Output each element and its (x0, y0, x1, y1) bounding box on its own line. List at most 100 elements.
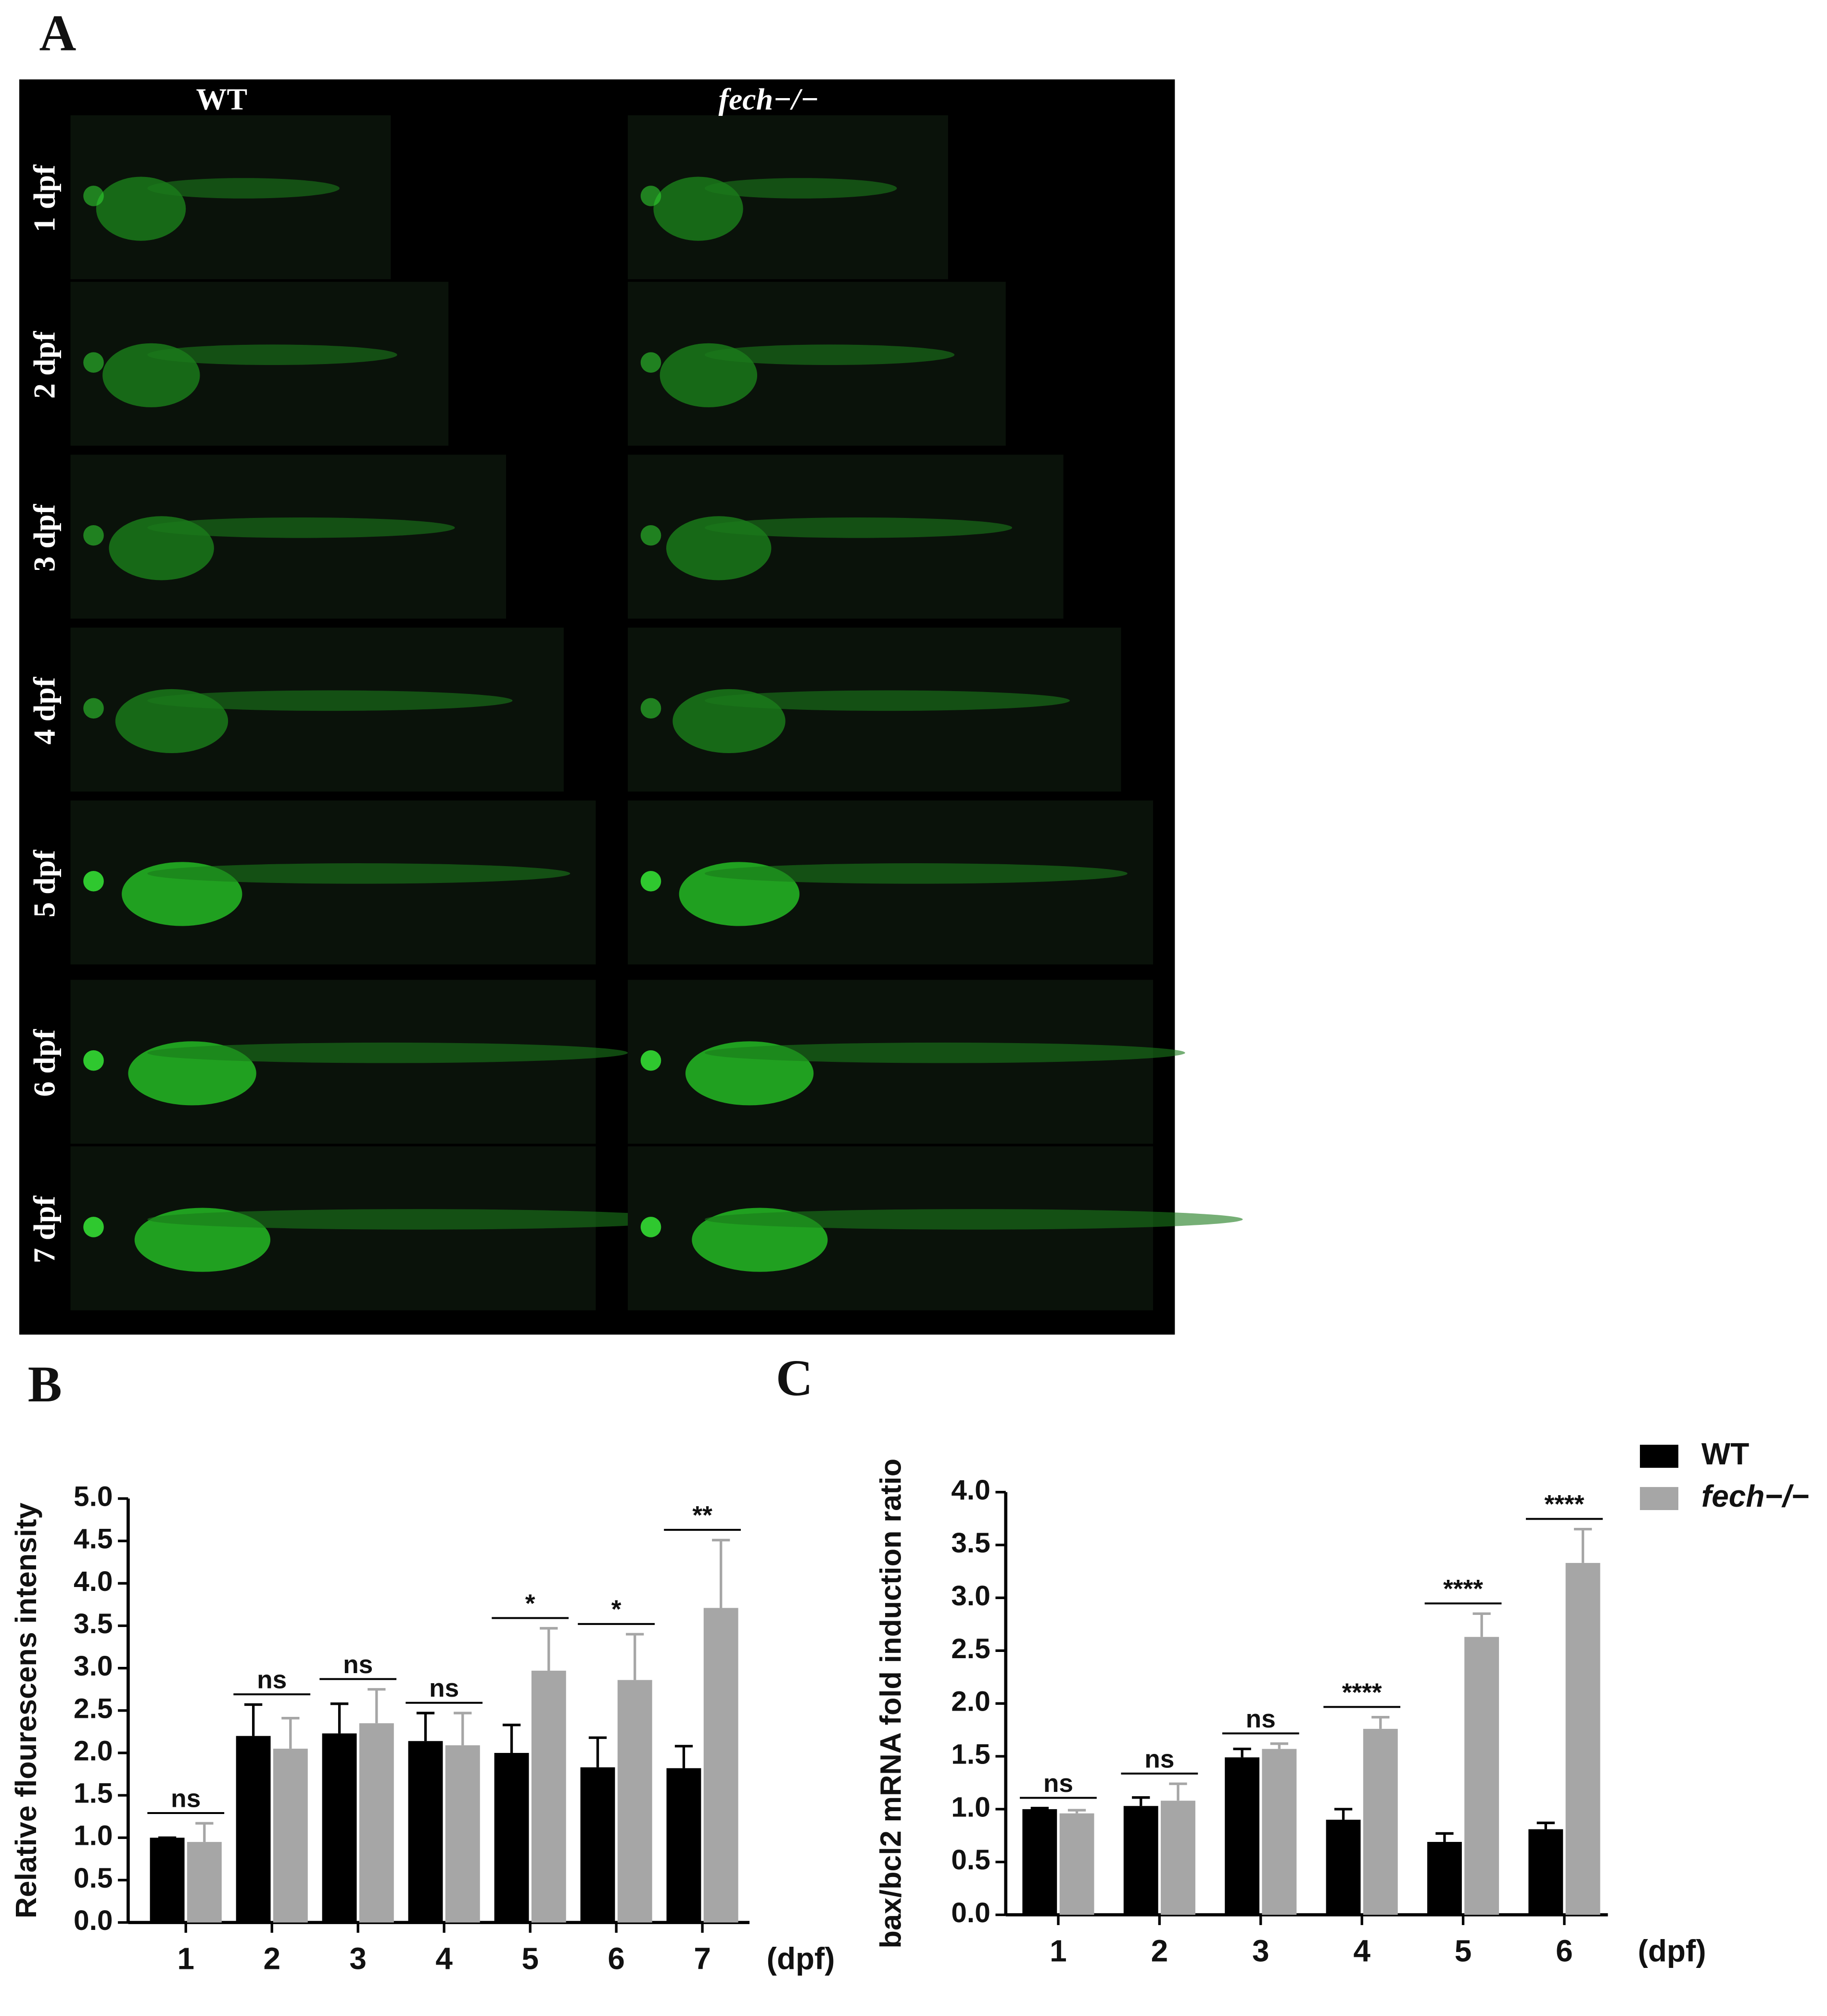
y-tick-label: 4.0 (951, 1474, 990, 1506)
x-tick-label: 6 (1556, 1933, 1573, 1968)
fish-eye (83, 1050, 104, 1071)
bar (666, 1768, 701, 1923)
legend-swatch (1640, 1445, 1678, 1468)
fish-eye (83, 525, 104, 546)
row-label: 7 dpf (27, 1196, 61, 1263)
error-bar (1270, 1742, 1289, 1749)
y-axis-label: Relative flourescens intensity (10, 1502, 42, 1918)
fish-body (147, 690, 513, 711)
error-bar (330, 1702, 349, 1734)
error-bar (1334, 1808, 1353, 1820)
bar (703, 1608, 738, 1923)
error-bar (502, 1724, 521, 1753)
fish-eye (83, 1217, 104, 1237)
x-tick-label: 4 (1353, 1933, 1370, 1968)
x-tick-label: 5 (521, 1941, 539, 1976)
row-label: 1 dpf (27, 164, 61, 232)
error-bar (195, 1822, 214, 1842)
error-bar (416, 1712, 435, 1741)
error-bar (244, 1703, 263, 1736)
error-bar (1472, 1612, 1491, 1637)
bar (1123, 1806, 1158, 1915)
bar (617, 1680, 652, 1923)
y-tick-label: 0.5 (74, 1863, 113, 1894)
fish-body (704, 178, 897, 199)
fish-body (704, 1209, 1243, 1230)
y-tick-label: 4.0 (74, 1566, 113, 1597)
bar (1022, 1809, 1057, 1915)
fish-body (147, 863, 571, 884)
bar (1225, 1757, 1260, 1915)
error-bar (588, 1736, 607, 1767)
fish-body (704, 344, 955, 365)
error-bar (674, 1745, 693, 1768)
y-tick-label: 1.5 (74, 1778, 113, 1809)
fish-eye (640, 186, 661, 206)
y-tick-label: 0.0 (951, 1897, 990, 1928)
significance-label: ns (1144, 1745, 1174, 1773)
y-tick-label: 2.0 (74, 1735, 113, 1766)
legend-label: fech−/− (1701, 1479, 1809, 1513)
bar (445, 1745, 480, 1923)
row-label: 4 dpf (27, 677, 61, 744)
significance-label: **** (1443, 1575, 1483, 1603)
panel-label: B (28, 1356, 62, 1413)
fish-eye (83, 352, 104, 373)
significance-label: * (611, 1595, 622, 1624)
bar (150, 1838, 185, 1923)
column-label: fech−/− (719, 82, 819, 116)
error-bar (1132, 1796, 1150, 1806)
fish-eye (640, 871, 661, 892)
bar (408, 1741, 443, 1923)
bar (1464, 1637, 1499, 1915)
y-tick-label: 2.0 (951, 1686, 990, 1717)
bar (359, 1723, 394, 1923)
x-tick-label: 4 (435, 1941, 453, 1976)
significance-label: **** (1342, 1678, 1382, 1707)
error-bar (1233, 1747, 1251, 1758)
error-bar (626, 1633, 644, 1680)
fish-body (704, 690, 1070, 711)
row-label: 6 dpf (27, 1029, 61, 1097)
fish-eye (640, 352, 661, 373)
bar (1161, 1801, 1195, 1915)
fish-body (147, 517, 455, 538)
bar (1363, 1728, 1398, 1915)
y-tick-label: 2.5 (74, 1693, 113, 1724)
y-tick-label: 0.5 (951, 1844, 990, 1876)
bar (1565, 1562, 1600, 1915)
error-bar (368, 1688, 386, 1724)
significance-label: **** (1544, 1490, 1584, 1519)
fish-eye (83, 186, 104, 206)
bar (580, 1767, 615, 1923)
error-bar (1371, 1716, 1390, 1729)
row-label: 3 dpf (27, 504, 61, 572)
significance-label: ns (343, 1651, 373, 1679)
significance-label: ns (1246, 1705, 1276, 1733)
legend-label: WT (1701, 1436, 1749, 1471)
x-tick-label: 3 (1252, 1933, 1269, 1968)
y-tick-label: 4.5 (74, 1524, 113, 1555)
bar (273, 1749, 308, 1923)
bar (1528, 1829, 1563, 1915)
x-tick-label: 7 (694, 1941, 711, 1976)
bar (1059, 1813, 1094, 1915)
x-tick-label: 3 (349, 1941, 367, 1976)
row-label: 2 dpf (27, 331, 61, 399)
x-tick-label: 1 (177, 1941, 194, 1976)
bar (187, 1842, 222, 1923)
y-tick-label: 2.5 (951, 1633, 990, 1664)
column-label: WT (196, 82, 248, 116)
fish-images (70, 115, 1243, 1310)
row-label: 5 dpf (27, 850, 61, 918)
y-tick-label: 3.5 (74, 1608, 113, 1639)
fish-body (147, 1042, 628, 1063)
fish-body (147, 178, 340, 199)
y-tick-label: 1.5 (951, 1739, 990, 1770)
error-bar (712, 1538, 730, 1608)
x-tick-label: 2 (1151, 1933, 1168, 1968)
error-bar (540, 1627, 558, 1671)
fish-eye (640, 1217, 661, 1237)
error-bar (1169, 1782, 1187, 1801)
